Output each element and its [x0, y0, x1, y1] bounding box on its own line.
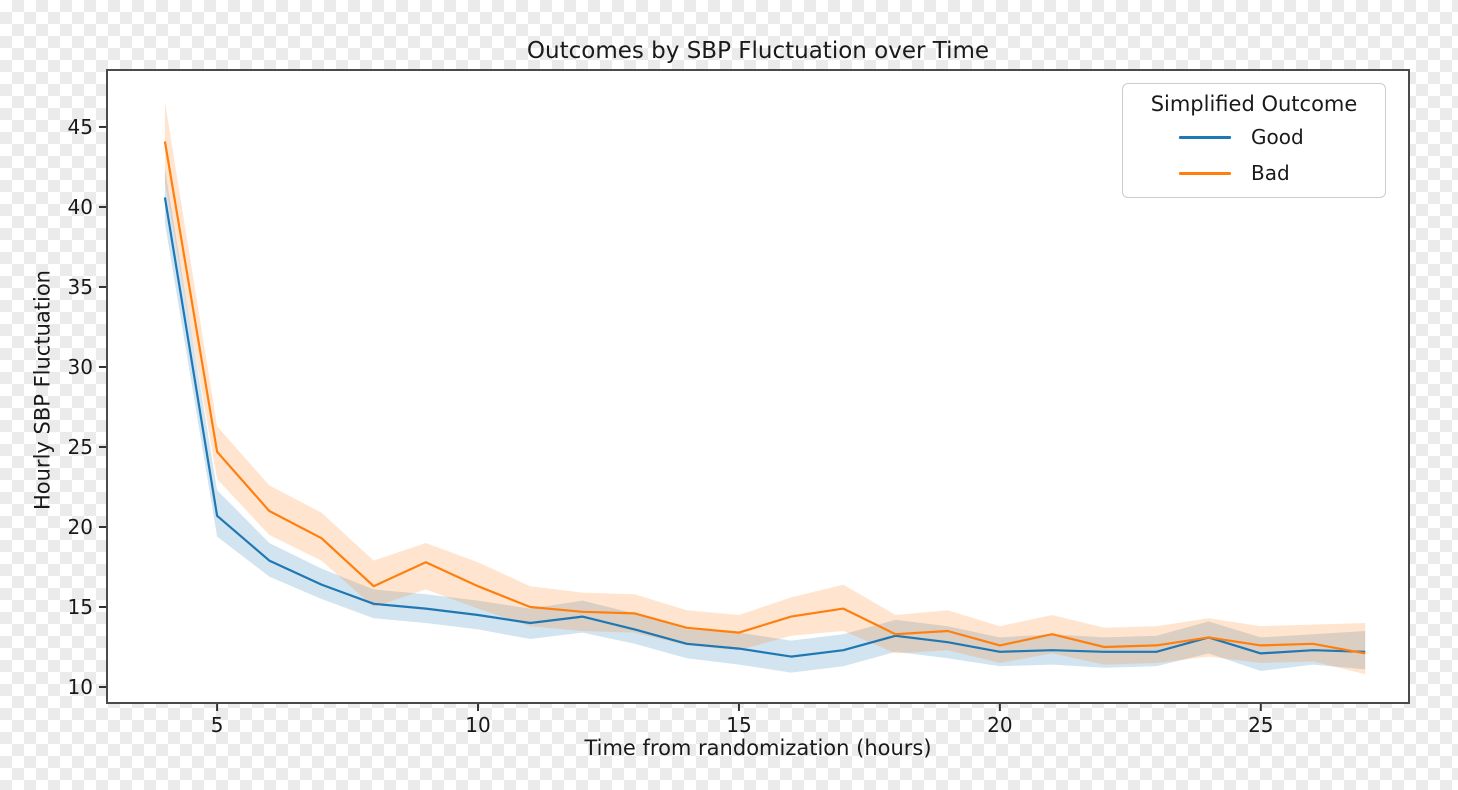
x-tick-label: 25: [1248, 713, 1273, 737]
legend-line-bad-icon: [1179, 171, 1231, 175]
y-tick-label: 15: [68, 595, 93, 619]
y-axis-label: Hourly SBP Fluctuation: [30, 270, 55, 511]
y-tick-label: 20: [68, 515, 93, 539]
legend-title: Simplified Outcome: [1150, 92, 1358, 116]
chart-title: Outcomes by SBP Fluctuation over Time: [526, 38, 990, 64]
y-tick-label: 10: [68, 675, 93, 699]
y-tick-label: 45: [68, 115, 93, 139]
series-line-bad: [163, 141, 1366, 655]
x-tick-label: 15: [726, 713, 751, 737]
y-tick-label: 40: [68, 195, 93, 219]
legend-label-good: Good: [1251, 125, 1304, 149]
y-tick-label: 35: [68, 275, 93, 299]
x-tick-label: 20: [987, 713, 1012, 737]
x-tick-label: 10: [465, 713, 490, 737]
legend-box: Simplified Outcome Good Bad: [1122, 83, 1386, 198]
axes-border: [106, 69, 1410, 704]
legend-label-bad: Bad: [1251, 161, 1290, 185]
series-line-good: [163, 197, 1366, 658]
y-tick-label: 30: [68, 355, 93, 379]
legend-line-good-icon: [1179, 135, 1231, 139]
y-tick-label: 25: [68, 435, 93, 459]
legend-item-good: Good: [1123, 119, 1385, 155]
x-tick-label: 5: [211, 713, 224, 737]
legend-item-bad: Bad: [1123, 155, 1385, 191]
x-axis-label: Time from randomization (hours): [584, 736, 932, 760]
